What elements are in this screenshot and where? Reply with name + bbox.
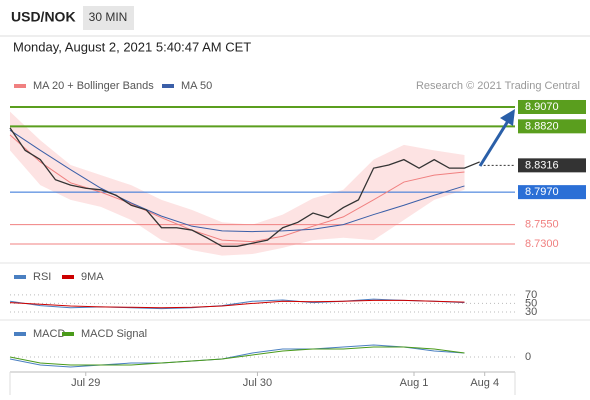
y-tick-label: 70 (525, 289, 537, 301)
level-box (518, 158, 586, 173)
series-line (9, 299, 465, 309)
bollinger-band (10, 111, 465, 256)
forecast-arrowhead (500, 109, 515, 126)
legend-swatch (14, 275, 26, 279)
forecast-arrow (478, 120, 510, 167)
y-tick-label: 30 (525, 306, 537, 318)
series-line (9, 129, 465, 233)
level-label: 8.8820 (525, 120, 559, 132)
x-tick-label: Aug 4 (470, 377, 499, 389)
legend-item: MA 20 + Bollinger Bands (14, 80, 154, 92)
legend-label: MA 50 (181, 80, 212, 92)
interval: 30 MIN (89, 10, 128, 24)
legend-item: MA 50 (162, 80, 212, 92)
legend-label: MACD Signal (81, 328, 147, 340)
level-box (518, 99, 586, 114)
legend-swatch (62, 332, 74, 336)
series-line (9, 346, 465, 366)
series-line (9, 344, 465, 368)
x-tick-label: Jul 30 (243, 377, 272, 389)
level-box (518, 185, 586, 200)
legend-label: MACD (33, 328, 65, 340)
series-line (9, 134, 465, 243)
level-label: 8.7300 (525, 238, 559, 250)
x-tick-label: Jul 29 (71, 377, 100, 389)
symbol: USD/NOK (11, 9, 76, 25)
legend-label: RSI (33, 271, 51, 283)
legend-item: MACD (14, 328, 65, 340)
legend-swatch (14, 84, 26, 88)
legend-item: RSI (14, 271, 51, 283)
legend-swatch (62, 275, 74, 279)
legend-swatch (14, 332, 26, 336)
interval-box (83, 6, 134, 30)
legend-label: MA 20 + Bollinger Bands (33, 80, 154, 92)
y-tick-label: 0 (525, 351, 531, 363)
level-box (518, 119, 586, 134)
price-line (9, 127, 480, 247)
series-line (9, 298, 465, 310)
legend-item: MACD Signal (62, 328, 147, 340)
x-tick-label: Aug 1 (400, 377, 429, 389)
timestamp: Monday, August 2, 2021 5:40:47 AM CET (13, 39, 251, 54)
source: Research © 2021 Trading Central (416, 80, 580, 92)
legend-label: 9MA (81, 271, 104, 283)
legend-swatch (162, 84, 174, 88)
y-tick-label: 50 (525, 297, 537, 309)
level-label: 8.7550 (525, 219, 559, 231)
level-label: 8.8316 (525, 159, 559, 171)
level-label: 8.7970 (525, 186, 559, 198)
level-label: 8.9070 (525, 101, 559, 113)
legend-item: 9MA (62, 271, 104, 283)
